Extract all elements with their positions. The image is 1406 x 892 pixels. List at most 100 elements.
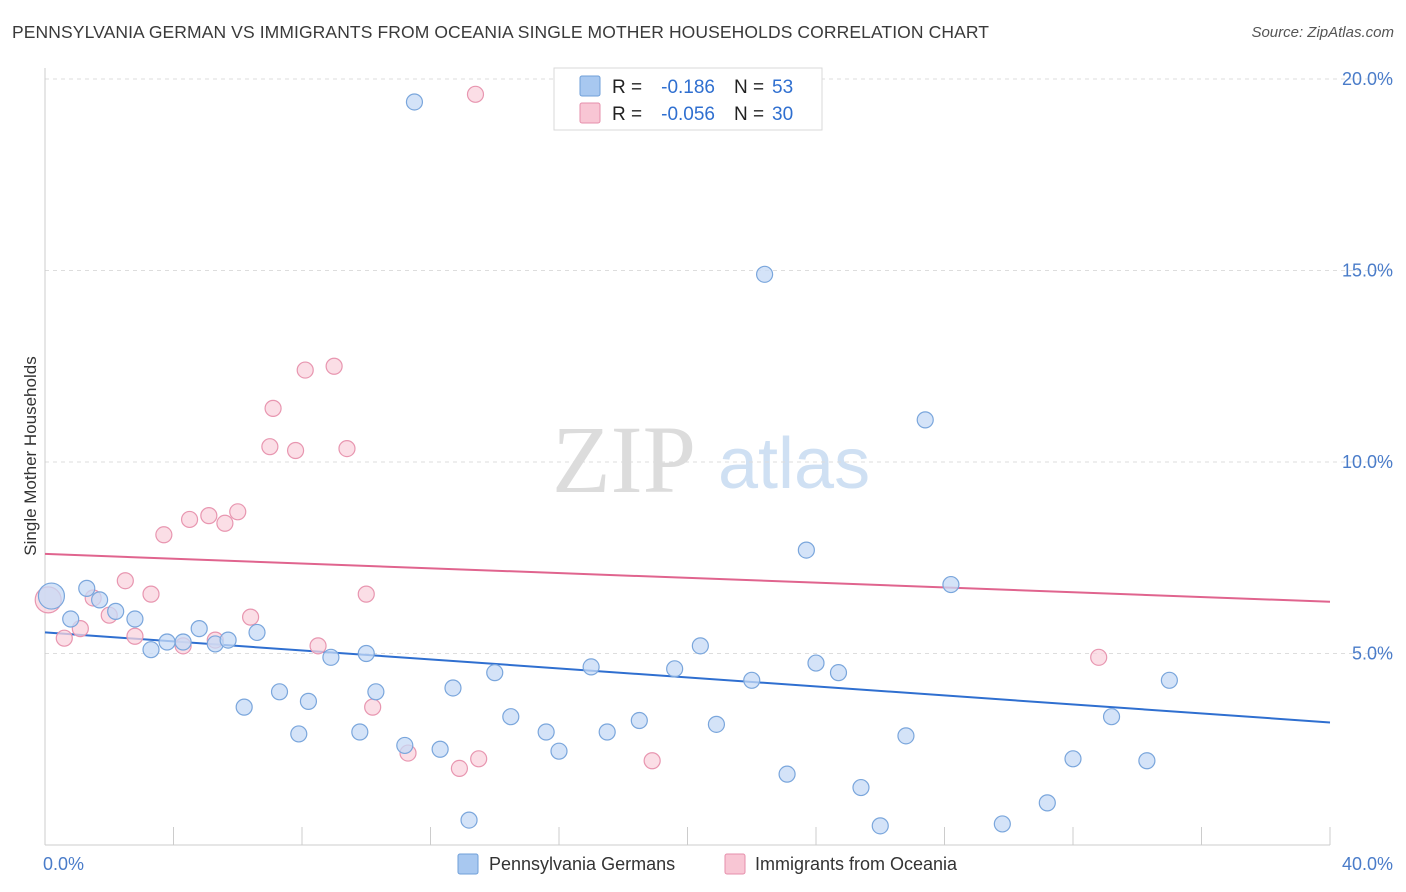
point-pennsylvania-germans — [174, 633, 192, 651]
point-pennsylvania-germans — [270, 683, 289, 701]
chart-title: PENNSYLVANIA GERMAN VS IMMIGRANTS FROM O… — [12, 22, 990, 42]
x-tick-label: 0.0% — [43, 854, 84, 874]
point-pennsylvania-germans — [431, 740, 449, 758]
point-immigrants-from-oceania — [55, 629, 73, 647]
y-tick-label: 10.0% — [1342, 452, 1393, 472]
legend-swatch-immigrants-from-oceania — [579, 102, 601, 124]
point-pennsylvania-germans — [1038, 794, 1056, 812]
point-immigrants-from-oceania — [338, 439, 356, 458]
point-pennsylvania-germans — [248, 623, 266, 642]
series-legend-label: Pennsylvania Germans — [489, 854, 675, 874]
point-immigrants-from-oceania — [357, 585, 375, 603]
point-pennsylvania-germans — [367, 683, 385, 701]
point-pennsylvania-germans — [691, 637, 709, 655]
point-pennsylvania-germans — [630, 711, 648, 730]
point-immigrants-from-oceania — [325, 357, 343, 375]
legend-n-label: N = — [734, 77, 764, 98]
point-pennsylvania-germans — [107, 602, 125, 620]
point-immigrants-from-oceania — [200, 507, 218, 525]
series-legend-swatch-pennsylvania-germans — [457, 853, 479, 875]
x-tick-label: 40.0% — [1342, 854, 1393, 874]
point-immigrants-from-oceania — [364, 698, 382, 716]
tick-labels: 5.0% 10.0% 15.0% 20.0% 0.0% 40.0% — [43, 69, 1393, 874]
point-immigrants-from-oceania — [1090, 648, 1108, 666]
point-pennsylvania-germans — [1160, 671, 1178, 689]
legend-r-value: -0.056 — [661, 104, 715, 125]
point-pennsylvania-germans — [486, 664, 504, 682]
point-pennsylvania-germans — [290, 725, 308, 743]
point-immigrants-from-oceania — [643, 752, 661, 770]
point-immigrants-from-oceania — [286, 441, 305, 460]
point-pennsylvania-germans — [502, 708, 520, 726]
correlation-legend: R = -0.186 N = 53 R = -0.056 N = 30 — [553, 67, 823, 131]
point-pennsylvania-germans — [158, 633, 176, 651]
point-pennsylvania-germans — [852, 778, 870, 797]
point-pennsylvania-germans — [405, 93, 424, 111]
point-immigrants-from-oceania — [116, 572, 134, 590]
point-pennsylvania-germans — [235, 698, 253, 716]
series-legend: Pennsylvania Germans Immigrants from Oce… — [457, 853, 958, 875]
point-pennsylvania-germans — [460, 811, 478, 829]
point-immigrants-from-oceania — [229, 503, 247, 521]
point-immigrants-from-oceania — [126, 627, 144, 645]
legend-r-value: -0.186 — [661, 77, 715, 98]
point-immigrants-from-oceania — [264, 399, 282, 417]
grid — [45, 78, 1392, 654]
point-pennsylvania-germans — [1102, 708, 1121, 726]
point-immigrants-from-oceania — [309, 637, 327, 655]
axes — [44, 68, 1331, 846]
source-note: Source: ZipAtlas.com — [1251, 24, 1394, 41]
trendline-pennsylvania-germans — [44, 631, 1331, 724]
point-immigrants-from-oceania — [261, 438, 279, 456]
point-immigrants-from-oceania — [296, 361, 314, 379]
point-pennsylvania-germans — [743, 671, 761, 689]
legend-swatch-pennsylvania-germans — [579, 75, 601, 97]
point-immigrants-from-oceania — [450, 759, 469, 778]
point-pennsylvania-germans — [666, 660, 684, 678]
legend-n-value: 30 — [772, 104, 793, 125]
point-pennsylvania-germans — [755, 265, 774, 283]
point-pennsylvania-germans — [219, 631, 237, 649]
trendline-immigrants-from-oceania — [44, 552, 1331, 603]
point-pennsylvania-germans — [993, 815, 1011, 833]
point-immigrants-from-oceania — [180, 510, 199, 529]
point-pennsylvania-germans — [62, 610, 80, 628]
watermark: ZIP atlas — [552, 406, 870, 513]
point-pennsylvania-germans — [37, 582, 66, 610]
y-tick-label: 5.0% — [1352, 644, 1393, 664]
point-pennsylvania-germans — [126, 610, 144, 628]
point-immigrants-from-oceania — [466, 85, 485, 103]
series-legend-swatch-immigrants-from-oceania — [724, 853, 746, 875]
legend-r-label: R = — [612, 104, 642, 125]
point-pennsylvania-germans — [78, 579, 96, 597]
watermark-atlas: atlas — [718, 424, 870, 504]
point-pennsylvania-germans — [190, 620, 208, 638]
point-pennsylvania-germans — [351, 723, 369, 741]
y-tick-label: 15.0% — [1342, 261, 1393, 281]
point-pennsylvania-germans — [797, 541, 815, 559]
point-pennsylvania-germans — [916, 411, 934, 429]
point-immigrants-from-oceania — [142, 585, 160, 603]
point-immigrants-from-oceania — [155, 526, 173, 544]
series-legend-label: Immigrants from Oceania — [755, 854, 958, 874]
point-pennsylvania-germans — [871, 817, 889, 835]
point-immigrants-from-oceania — [470, 750, 488, 768]
point-pennsylvania-germans — [142, 641, 160, 659]
y-axis-label: Single Mother Households — [21, 356, 40, 555]
point-pennsylvania-germans — [707, 715, 726, 733]
legend-n-label: N = — [734, 104, 764, 125]
point-pennsylvania-germans — [396, 736, 414, 755]
point-immigrants-from-oceania — [216, 514, 234, 532]
point-pennsylvania-germans — [778, 765, 796, 783]
point-pennsylvania-germans — [897, 727, 915, 745]
point-pennsylvania-germans — [444, 679, 462, 697]
trendlines — [44, 552, 1331, 724]
point-pennsylvania-germans — [582, 658, 600, 676]
point-pennsylvania-germans — [91, 591, 109, 609]
legend-r-label: R = — [612, 77, 642, 98]
point-pennsylvania-germans — [1064, 750, 1082, 768]
point-immigrants-from-oceania — [242, 608, 260, 626]
watermark-zip: ZIP — [552, 406, 696, 513]
point-pennsylvania-germans — [807, 654, 825, 672]
